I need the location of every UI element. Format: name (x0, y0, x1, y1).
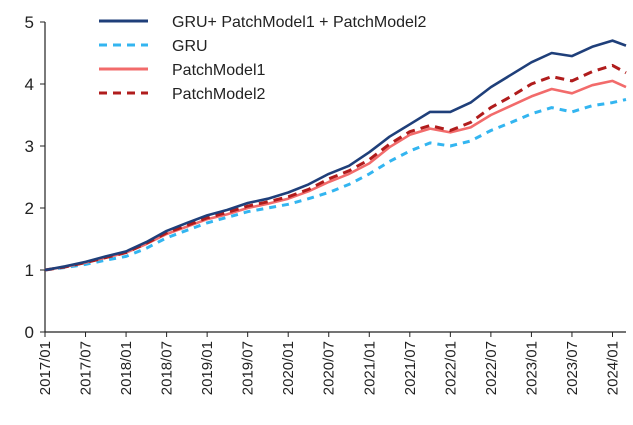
y-tick-label: 3 (25, 137, 34, 156)
x-tick-label: 2021/07 (402, 341, 419, 395)
y-tick-label: 0 (25, 323, 34, 342)
x-tick-label: 2020/01 (280, 341, 297, 395)
legend-label-1: GRU (172, 38, 208, 55)
series-layer (44, 39, 627, 272)
x-tick-label: 2019/07 (240, 341, 257, 395)
legend-label-0: GRU+ PatchModel1 + PatchModel2 (172, 14, 426, 31)
y-axis-ticks: 0 1 2 3 4 5 (25, 13, 45, 342)
series-line-3 (44, 63, 627, 272)
x-tick-label: 2022/07 (483, 341, 500, 395)
x-tick-label: 2018/07 (159, 341, 176, 395)
y-tick-label: 1 (25, 261, 34, 280)
y-tick-label: 4 (25, 75, 34, 94)
legend: GRU+ PatchModel1 + PatchModel2 GRU PatchMo… (99, 14, 426, 103)
x-axis-ticks: 2017/01 2017/07 2018/01 2018/07 2019/01 2019/… (37, 332, 621, 395)
x-tick-label: 2021/01 (361, 341, 378, 395)
x-tick-label: 2017/07 (78, 341, 95, 395)
series-line-2 (44, 79, 627, 272)
x-tick-label: 2019/01 (199, 341, 216, 395)
x-tick-label: 2020/07 (321, 341, 338, 395)
series-line-1 (44, 98, 627, 272)
axes (44, 22, 626, 333)
x-tick-label: 2023/01 (523, 341, 540, 395)
y-tick-label: 2 (25, 199, 34, 218)
x-tick-label: 2024/01 (604, 341, 621, 395)
y-tick-label: 5 (25, 13, 34, 32)
series-line-0 (44, 39, 627, 272)
x-tick-label: 2018/01 (118, 341, 135, 395)
legend-label-2: PatchModel1 (172, 62, 265, 79)
x-tick-label: 2017/01 (37, 341, 54, 395)
legend-label-3: PatchModel2 (172, 86, 265, 103)
x-tick-label: 2023/07 (564, 341, 581, 395)
x-tick-label: 2022/01 (442, 341, 459, 395)
